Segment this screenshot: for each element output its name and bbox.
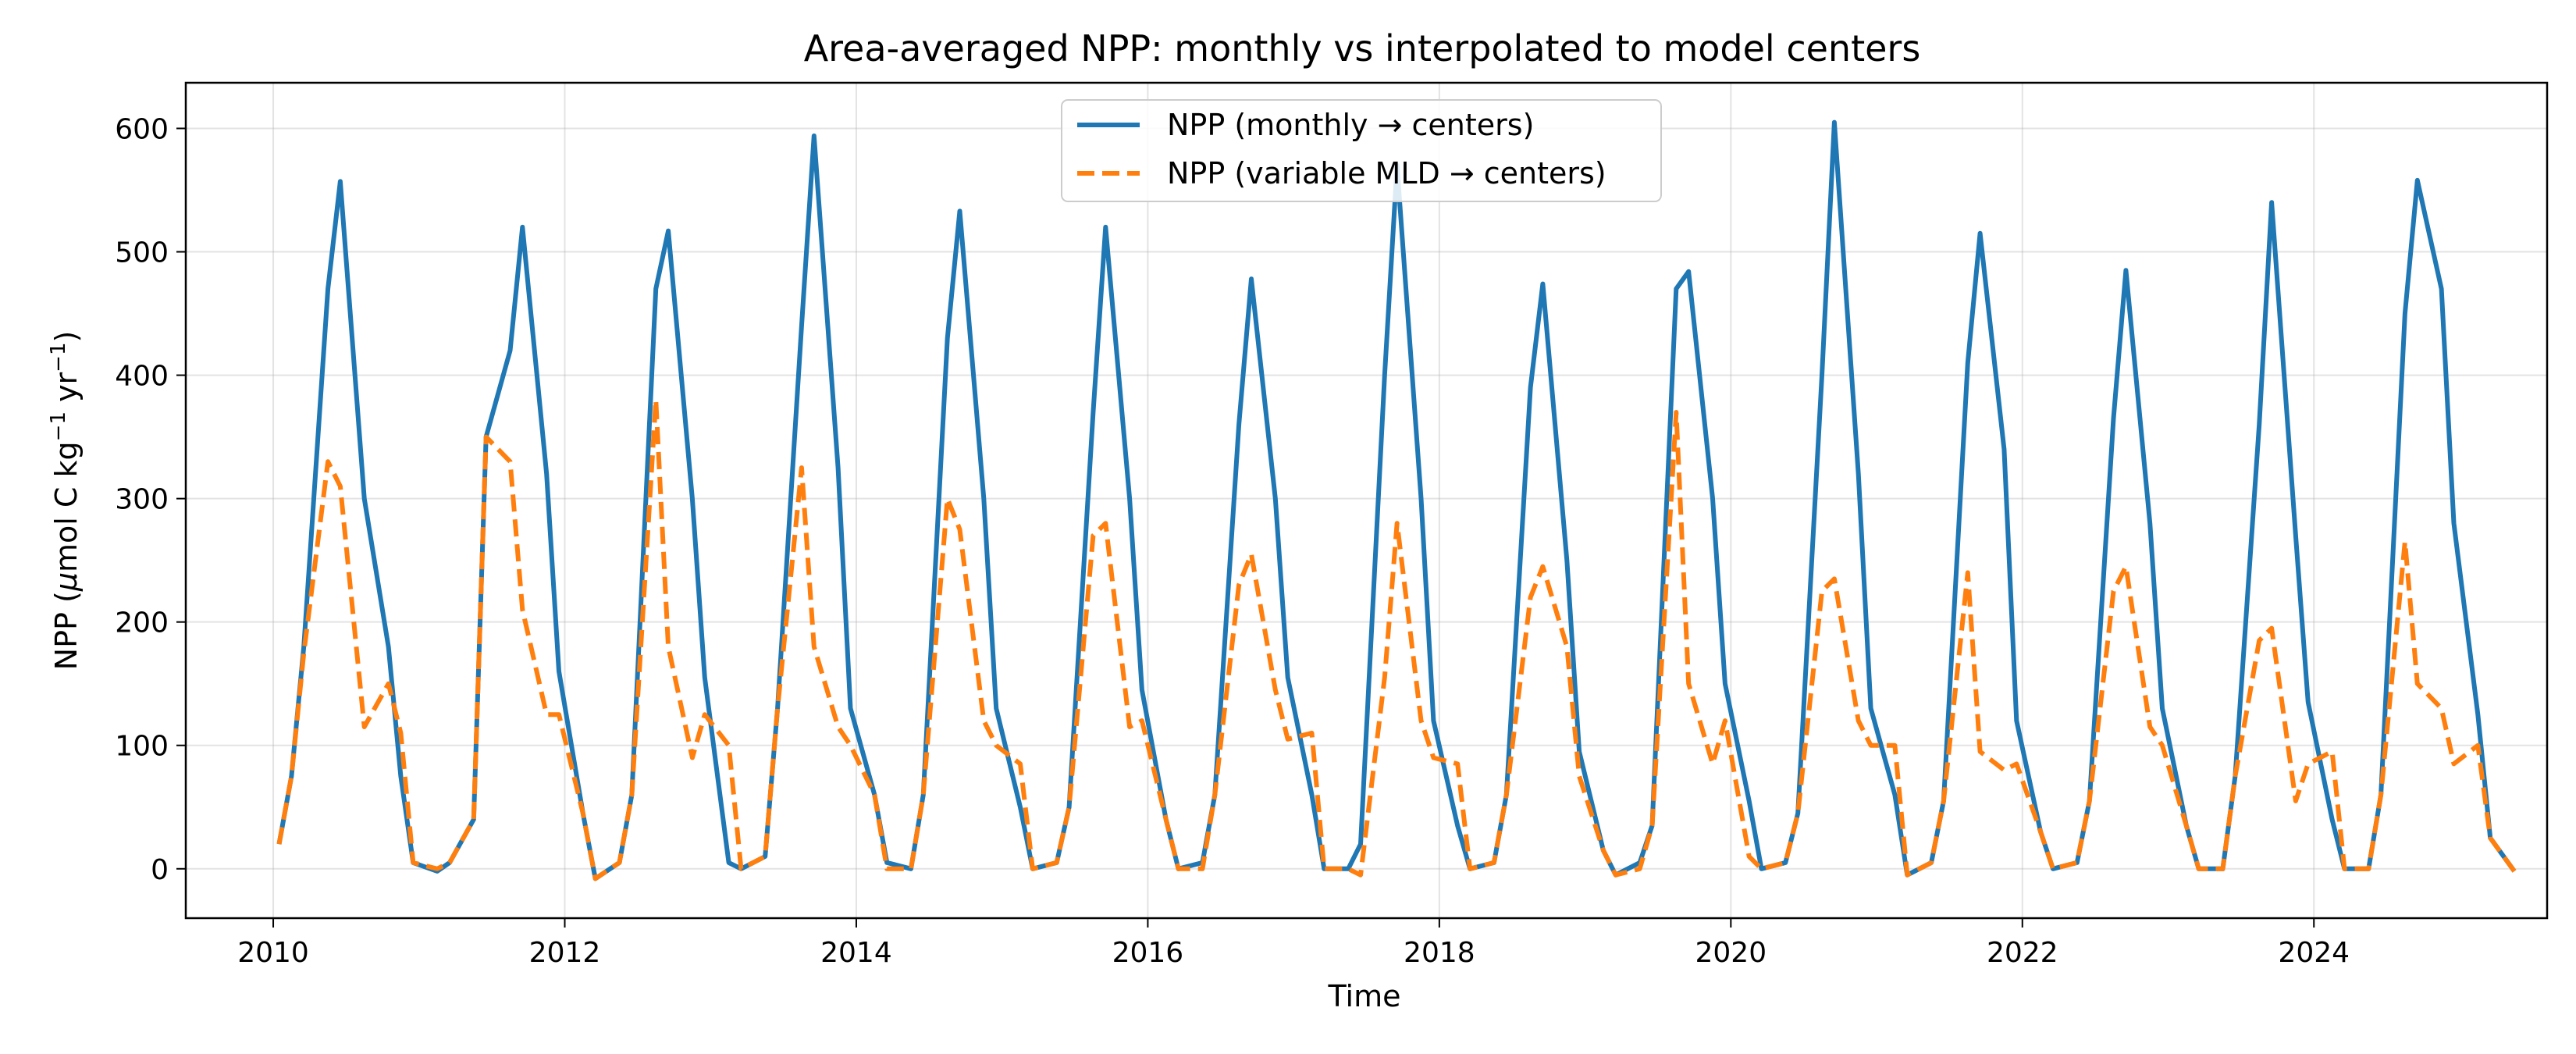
x-tick-label: 2016 — [1112, 937, 1184, 969]
series-layer — [276, 119, 2517, 881]
plot-frame — [184, 81, 2549, 920]
x-tick-label: 2020 — [1695, 937, 1767, 969]
chart-title: Area-averaged NPP: monthly vs interpolat… — [804, 27, 1921, 69]
x-tick-label: 2010 — [237, 937, 309, 969]
x-tick-label: 2012 — [529, 937, 601, 969]
series-line-variable-mld — [276, 397, 2517, 881]
legend-label-monthly: NPP (monthly → centers) — [1167, 108, 1534, 142]
y-axis-label-part: yr — [49, 372, 84, 411]
y-tick-label: 600 — [115, 113, 169, 145]
series-line-monthly — [276, 119, 2517, 881]
y-axis-ticks: 0 100 200 300 400 500 600 — [115, 113, 186, 886]
y-axis-label-part: −1 — [47, 342, 70, 372]
y-tick-label: 300 — [115, 484, 169, 516]
legend: NPP (monthly → centers) NPP (variable ML… — [1061, 99, 1662, 202]
x-axis-label: Time — [1328, 979, 1401, 1013]
legend-box — [1061, 99, 1662, 202]
y-tick-label: 200 — [115, 607, 169, 639]
y-tick-label: 400 — [115, 361, 169, 393]
y-axis-label: NPP (μmol C kg−1 yr−1) — [47, 331, 84, 671]
grid-lines — [186, 83, 2547, 918]
y-tick-label: 500 — [115, 237, 169, 269]
x-tick-label: 2024 — [2278, 937, 2350, 969]
y-tick-label: 100 — [115, 731, 169, 763]
y-axis-label-part: μ — [49, 572, 84, 592]
y-axis-label-part: mol C kg — [49, 441, 84, 572]
y-tick-label: 0 — [151, 854, 169, 886]
x-tick-label: 2018 — [1404, 937, 1475, 969]
x-tick-label: 2022 — [1987, 937, 2058, 969]
y-axis-label-part: −1 — [47, 411, 70, 441]
legend-label-variable-mld: NPP (variable MLD → centers) — [1167, 156, 1606, 191]
y-axis-label-part: ) — [49, 331, 84, 343]
x-axis-ticks: 2010 2012 2014 2016 2018 2020 2022 2024 — [237, 918, 2350, 969]
x-tick-label: 2014 — [820, 937, 892, 969]
y-axis-label-part: NPP ( — [49, 591, 84, 670]
